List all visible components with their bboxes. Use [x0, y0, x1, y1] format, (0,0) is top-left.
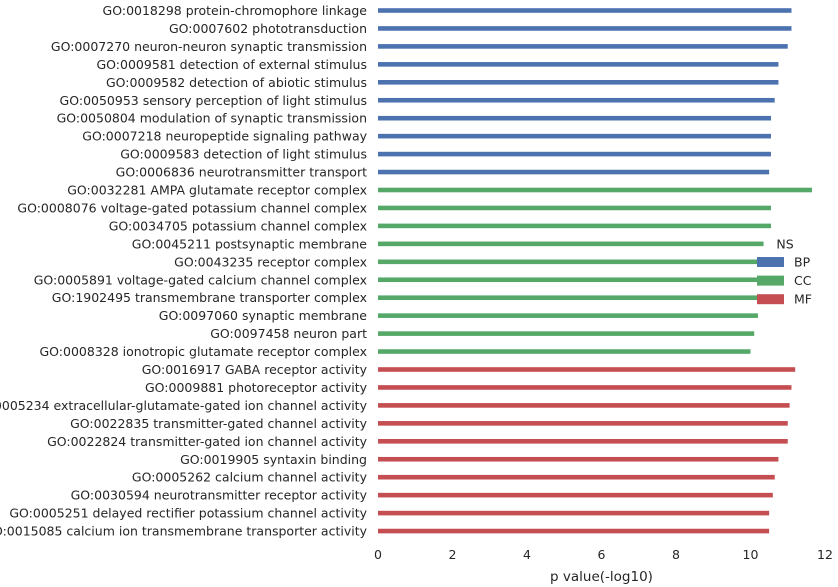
x-tick-label: 0	[374, 547, 382, 562]
legend-title: NS	[776, 237, 793, 252]
legend-label-bp: BP	[794, 255, 811, 270]
bar-cc	[378, 241, 764, 247]
bar-cc	[378, 295, 760, 300]
category-label: GO:0050804 modulation of synaptic transm…	[57, 111, 367, 126]
legend-swatch-cc	[757, 275, 784, 286]
category-label: GO:0022824 transmitter-gated ion channel…	[47, 434, 368, 449]
category-label: GO:0018298 protein-chromophore linkage	[103, 3, 368, 18]
bar-bp	[378, 26, 792, 31]
bar-mf	[378, 456, 779, 462]
legend-swatch-mf	[757, 294, 784, 305]
bar-cc	[378, 205, 771, 211]
bar-bp	[378, 62, 779, 67]
bar-bp	[378, 151, 771, 157]
category-label: GO:0097458 neuron part	[210, 326, 367, 341]
category-label: GO:0005234 extracellular-glutamate-gated…	[0, 398, 368, 413]
category-label: GO:0009881 photoreceptor activity	[145, 380, 368, 395]
bar-cc	[378, 313, 758, 318]
category-label: GO:0097060 synaptic membrane	[159, 308, 368, 323]
category-label: GO:0006836 neurotransmitter transport	[116, 165, 367, 180]
category-label: GO:0015085 calcium ion transmembrane tra…	[0, 524, 368, 539]
x-tick-label: 4	[523, 547, 531, 562]
bar-cc	[378, 259, 762, 265]
bar-cc	[378, 187, 812, 193]
category-label: GO:0009583 detection of light stimulus	[120, 147, 367, 162]
category-label: GO:0008328 ionotropic glutamate receptor…	[40, 344, 368, 359]
category-label: GO:0009582 detection of abiotic stimulus	[106, 75, 367, 90]
bar-bp	[378, 8, 792, 13]
bar-mf	[378, 474, 775, 480]
category-label: GO:1902495 transmembrane transporter com…	[52, 290, 367, 305]
category-label: GO:0016917 GABA receptor activity	[142, 362, 368, 377]
category-label: GO:0005891 voltage-gated calcium channel…	[34, 272, 367, 287]
bar-bp	[378, 169, 770, 175]
bar-cc	[378, 223, 771, 229]
category-label: GO:0022835 transmitter-gated channel act…	[70, 416, 367, 431]
category-label: GO:0009581 detection of external stimulu…	[97, 57, 368, 72]
bar-mf	[378, 528, 770, 534]
x-axis-ticks: 0 2 4 6 8 10 12	[374, 547, 833, 562]
category-label: GO:0019905 syntaxin binding	[180, 452, 367, 467]
bars-layer	[378, 8, 812, 534]
legend-swatch-bp	[757, 257, 784, 267]
bar-mf	[378, 403, 790, 408]
bar-bp	[378, 80, 779, 85]
category-label: GO:0050953 sensory perception of light s…	[60, 93, 367, 108]
category-label: GO:0043235 receptor complex	[174, 254, 367, 269]
category-label: GO:0008076 voltage-gated potassium chann…	[17, 200, 367, 215]
bar-bp	[378, 115, 771, 121]
x-tick-label: 12	[817, 547, 833, 562]
category-label: GO:0030594 neurotransmitter receptor act…	[71, 488, 368, 503]
bar-bp	[378, 133, 771, 139]
category-label: GO:0005251 delayed rectifier potassium c…	[9, 506, 367, 521]
x-tick-label: 10	[743, 547, 759, 562]
bar-bp	[378, 97, 775, 103]
bar-mf	[378, 421, 788, 426]
category-label: GO:0005262 calcium channel activity	[132, 470, 368, 485]
category-label: GO:0007270 neuron-neuron synaptic transm…	[51, 39, 367, 54]
bar-mf	[378, 367, 796, 372]
bar-mf	[378, 385, 792, 390]
legend-label-mf: MF	[794, 292, 812, 307]
bar-mf	[378, 492, 773, 498]
bar-mf	[378, 510, 770, 516]
category-label: GO:0034705 potassium channel complex	[109, 218, 367, 233]
category-label: GO:0032281 AMPA glutamate receptor compl…	[67, 183, 367, 198]
bar-cc	[378, 277, 762, 283]
x-tick-label: 2	[449, 547, 457, 562]
bar-cc	[378, 349, 751, 354]
category-label: GO:0045211 postsynaptic membrane	[132, 236, 368, 251]
bar-cc	[378, 331, 755, 336]
bar-mf	[378, 439, 788, 444]
x-axis-label: p value(-log10)	[550, 569, 653, 585]
category-label: GO:0007602 phototransduction	[169, 21, 367, 36]
bar-bp	[378, 44, 788, 49]
category-labels: GO:0018298 protein-chromophore linkage GO…	[0, 3, 368, 539]
x-tick-label: 6	[598, 547, 606, 562]
category-label: GO:0007218 neuropeptide signaling pathwa…	[82, 129, 367, 144]
x-tick-label: 8	[672, 547, 680, 562]
legend-label-cc: CC	[794, 273, 812, 288]
